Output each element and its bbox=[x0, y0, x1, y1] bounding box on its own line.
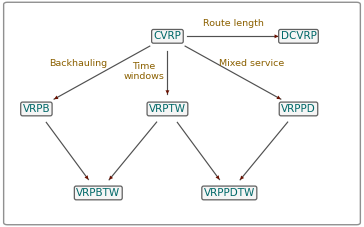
Text: CVRP: CVRP bbox=[154, 31, 181, 41]
Text: DCVRP: DCVRP bbox=[281, 31, 316, 41]
Text: VRPPD: VRPPD bbox=[281, 104, 316, 114]
Text: Route length: Route length bbox=[202, 19, 264, 28]
Text: Time
windows: Time windows bbox=[123, 62, 164, 81]
Text: VRPBTW: VRPBTW bbox=[76, 188, 120, 198]
Text: VRPB: VRPB bbox=[23, 104, 50, 114]
FancyBboxPatch shape bbox=[4, 2, 360, 225]
Text: VRPTW: VRPTW bbox=[149, 104, 186, 114]
Text: VRPPDTW: VRPPDTW bbox=[204, 188, 255, 198]
Text: Backhauling: Backhauling bbox=[49, 59, 107, 68]
Text: Mixed service: Mixed service bbox=[218, 59, 284, 68]
